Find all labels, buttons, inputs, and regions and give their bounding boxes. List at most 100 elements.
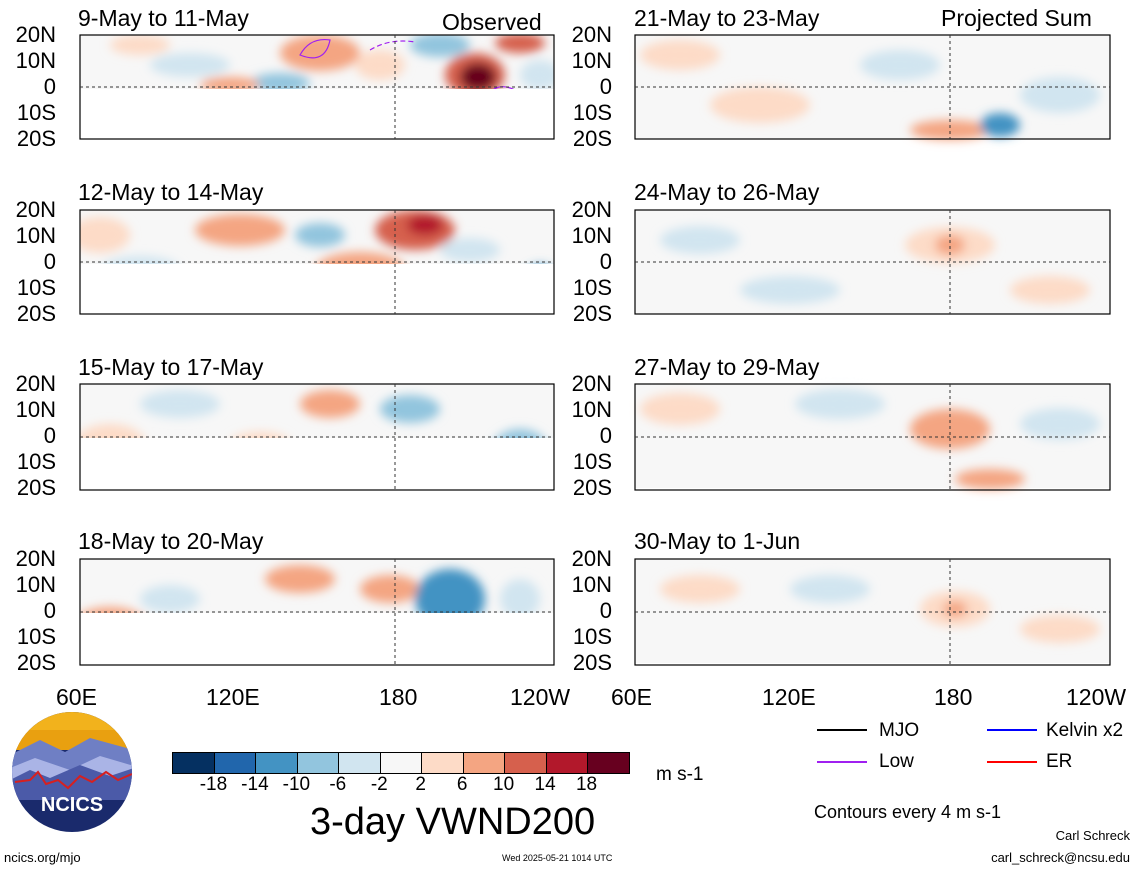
lon-label-60e-left: 60E (56, 684, 97, 710)
colorbar-tick-label: -14 (241, 774, 269, 795)
colorbar-swatch (588, 753, 630, 773)
lat-label: 10S (572, 449, 612, 474)
lat-label: 20S (572, 301, 612, 326)
lat-label: 0 (599, 423, 612, 448)
contours-note: Contours every 4 m s-1 (814, 802, 1002, 822)
lon-label-60e-right: 60E (611, 684, 652, 710)
logo-text: NCICS (41, 794, 103, 816)
lat-label: 0 (43, 423, 56, 448)
lat-label: 10S (572, 624, 612, 649)
lat-label: 20N (15, 22, 56, 47)
lat-label: 20S (16, 301, 56, 326)
lat-label: 0 (599, 249, 612, 274)
lat-label: 10S (16, 100, 56, 125)
lat-label: 20S (572, 650, 612, 675)
panel-projected-4 (635, 559, 1110, 663)
lat-label: 10S (16, 449, 56, 474)
lat-label: 20N (15, 546, 56, 571)
colorbar-swatch (297, 753, 340, 773)
panel-title-4: 18-May to 20-May (78, 528, 264, 554)
lat-label: 10N (571, 48, 612, 73)
lat-label: 20N (15, 371, 56, 396)
colorbar-swatch (173, 753, 215, 773)
lat-label: 10S (572, 100, 612, 125)
lat-label: 10S (572, 275, 612, 300)
panel-observed-1 (80, 35, 554, 89)
ncics-logo: NCICS (12, 712, 132, 832)
legend-label-er: ER (1046, 751, 1073, 772)
lat-label: 10N (15, 397, 56, 422)
lat-label: 10S (16, 275, 56, 300)
panel-observed-3 (80, 384, 554, 438)
panel-observed-4 (80, 559, 554, 613)
colorbar-tick-label: 2 (415, 774, 426, 795)
colorbar-ticks: -18 -14 -10 -6 -2 2 6 10 14 18 (172, 774, 628, 798)
colorbar-tick-label: -18 (199, 774, 228, 795)
lat-label: 20N (15, 197, 56, 222)
lat-label: 20S (16, 650, 56, 675)
panel-title-3: 15-May to 17-May (78, 354, 264, 380)
lat-label: 0 (599, 74, 612, 99)
lat-label: 10N (571, 397, 612, 422)
lat-label: 10N (571, 572, 612, 597)
colorbar-swatch (505, 753, 547, 773)
lat-label: 10N (571, 223, 612, 248)
footer-author: Carl Schreck (1055, 828, 1130, 843)
colorbar-swatch (463, 753, 506, 773)
colorbar-tick-label: 14 (534, 774, 556, 795)
colorbar-tick-label: -2 (370, 774, 388, 795)
lat-label: 0 (43, 598, 56, 623)
panel-title-1: 9-May to 11-May (78, 5, 249, 31)
footer-timestamp: Wed 2025-05-21 1014 UTC (502, 853, 613, 863)
lat-label: 20N (571, 197, 612, 222)
colorbar-swatch (339, 753, 381, 773)
lat-label: 10N (15, 48, 56, 73)
colorbar-swatch (546, 753, 589, 773)
main-title: 3-day VWND200 (310, 801, 596, 843)
panel-title-5: 21-May to 23-May (634, 5, 820, 31)
colorbar-swatch (256, 753, 298, 773)
legend (817, 729, 1037, 763)
lat-label: 0 (43, 74, 56, 99)
lat-label: 20N (571, 22, 612, 47)
lat-label: 20N (571, 546, 612, 571)
colorbar-tick-label: -6 (329, 774, 347, 795)
lat-label: 20S (16, 126, 56, 151)
lon-label-180-left: 180 (379, 684, 418, 710)
panel-observed-2 (80, 210, 554, 264)
legend-label-low: Low (879, 751, 914, 772)
lon-label-120e-left: 120E (206, 684, 260, 710)
colorbar-swatch (422, 753, 464, 773)
panel-title-6: 24-May to 26-May (634, 179, 820, 205)
colorbar-tick-label: 18 (575, 774, 598, 795)
lon-label-120w-right: 120W (1066, 684, 1127, 710)
panel-title-8: 30-May to 1-Jun (634, 528, 801, 554)
legend-label-mjo: MJO (879, 720, 920, 741)
lat-label: 10N (15, 223, 56, 248)
lat-label: 0 (43, 249, 56, 274)
lat-label: 20S (572, 475, 612, 500)
lon-label-180-right: 180 (934, 684, 973, 710)
footer-email: carl_schreck@ncsu.edu (991, 850, 1130, 865)
panel-tag-projected: Projected Sum (941, 5, 1092, 31)
lat-label: 20N (571, 371, 612, 396)
colorbar-units: m s-1 (656, 764, 704, 785)
panel-tag-observed: Observed (442, 9, 542, 35)
colorbar (172, 752, 630, 774)
lon-label-120w-left: 120W (510, 684, 571, 710)
colorbar-swatch (214, 753, 257, 773)
lat-label: 10S (16, 624, 56, 649)
panel-title-2: 12-May to 14-May (78, 179, 264, 205)
lat-label: 20S (16, 475, 56, 500)
lon-label-120e-right: 120E (762, 684, 816, 710)
footer-url: ncics.org/mjo (4, 850, 81, 865)
colorbar-tick-label: 10 (493, 774, 515, 795)
colorbar-tick-label: 6 (456, 774, 468, 795)
lat-label: 20S (572, 126, 612, 151)
lat-label: 10N (15, 572, 56, 597)
lat-label: 0 (599, 598, 612, 623)
colorbar-tick-label: -10 (282, 774, 311, 795)
legend-label-kelvin: Kelvin x2 (1046, 720, 1124, 741)
colorbar-swatch (380, 753, 423, 773)
